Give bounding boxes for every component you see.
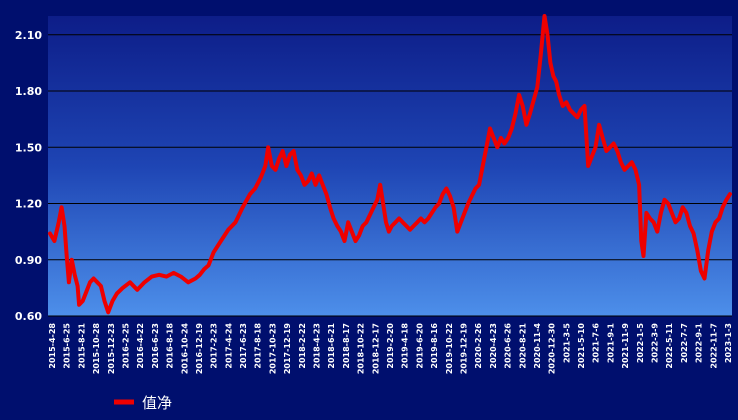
x-tick-label: 2020-2-26 [474, 323, 483, 369]
x-tick-label: 2020-12-30 [548, 323, 557, 375]
y-tick-label: 1.50 [15, 141, 42, 154]
plot-area [48, 16, 732, 316]
x-tick-label: 2015-10-28 [92, 323, 101, 375]
series-layer [48, 14, 732, 315]
x-tick-label: 2018-6-21 [327, 323, 336, 369]
x-tick-label: 2023-1-3 [724, 323, 733, 363]
x-tick-label: 2021-5-10 [577, 323, 586, 369]
x-tick-label: 2018-8-17 [342, 323, 351, 369]
x-tick-label: 2017-8-18 [254, 323, 263, 369]
x-tick-label: 2022-11-7 [709, 323, 718, 369]
x-tick-label: 2018-4-23 [313, 323, 322, 369]
x-tick-label: 2017-10-23 [268, 323, 277, 374]
x-tick-label: 2021-3-5 [562, 323, 571, 363]
x-tick-label: 2019-8-16 [430, 323, 439, 369]
legend-label: 值净 [142, 394, 172, 412]
y-tick-label: 1.20 [15, 198, 42, 211]
x-tick-label: 2021-9-1 [606, 323, 615, 363]
gridlines [48, 34, 732, 317]
x-tick-label: 2016-10-24 [180, 323, 189, 375]
x-tick-label: 2017-12-19 [283, 323, 292, 375]
x-tick-label: 2022-3-9 [651, 323, 660, 363]
x-tick-label: 2017-6-23 [239, 323, 248, 369]
x-tick-label: 2016-6-23 [151, 323, 160, 369]
x-tick-label: 2019-4-18 [401, 323, 410, 369]
x-tick-label: 2015-8-21 [77, 323, 86, 369]
x-tick-label: 2015-12-23 [107, 323, 116, 374]
x-tick-label: 2021-11-9 [621, 323, 630, 369]
x-tick-label: 2020-11-4 [533, 323, 542, 369]
y-axis-tick-labels: 0.60 0.90 1.20 1.50 1.80 2.10 [15, 29, 42, 323]
y-tick-label: 1.80 [15, 85, 42, 98]
y-tick-label: 0.60 [15, 310, 42, 323]
x-tick-label: 2019-12-19 [459, 323, 468, 375]
x-tick-label: 2018-10-22 [357, 323, 366, 374]
y-tick-label: 0.90 [15, 254, 42, 267]
x-axis-tick-labels: 2015-4-28 2015-6-25 2015-8-21 2015-10-28 201… [48, 323, 733, 375]
x-tick-label: 2017-2-23 [210, 323, 219, 369]
x-tick-label: 2020-6-26 [504, 323, 513, 369]
x-tick-label: 2016-4-22 [136, 323, 145, 369]
x-tick-label: 2016-12-19 [195, 323, 204, 375]
legend: 值净 [114, 394, 172, 412]
x-tick-label: 2015-6-25 [63, 323, 72, 369]
x-tick-label: 2015-4-28 [48, 323, 57, 369]
x-tick-label: 2022-5-11 [665, 323, 674, 369]
x-tick-label: 2020-8-21 [518, 323, 527, 369]
x-tick-label: 2016-8-18 [166, 323, 175, 369]
x-tick-label: 2016-2-25 [121, 323, 130, 369]
y-tick-label: 2.10 [15, 29, 42, 42]
x-tick-label: 2020-4-23 [489, 323, 498, 369]
x-tick-label: 2018-2-22 [298, 323, 307, 369]
x-tick-label: 2019-10-22 [445, 323, 454, 374]
x-tick-label: 2022-1-5 [636, 323, 645, 363]
x-tick-label: 2021-7-6 [592, 323, 601, 363]
x-tick-label: 2018-12-17 [371, 323, 380, 374]
x-tick-label: 2017-4-24 [224, 323, 233, 369]
x-tick-label: 2019-6-20 [415, 323, 424, 369]
x-tick-label: 2022-7-7 [680, 323, 689, 363]
series-line [48, 14, 732, 315]
x-tick-label: 2022-9-1 [695, 323, 704, 363]
x-tick-label: 2019-2-20 [386, 323, 395, 369]
